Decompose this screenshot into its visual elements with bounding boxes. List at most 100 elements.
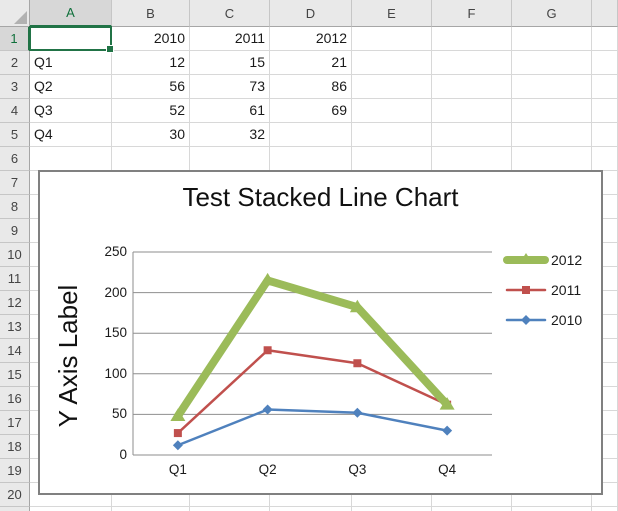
row-header-3[interactable]: 3 [0,75,30,99]
row-header-7[interactable]: 7 [0,171,30,195]
cell-F3[interactable] [432,75,512,99]
cell-D21[interactable] [270,507,352,511]
row-header-15[interactable]: 15 [0,363,30,387]
marker-2010-Q4[interactable] [442,425,453,436]
cell-H21[interactable] [592,507,618,511]
cell-E21[interactable] [352,507,432,511]
cell-C21[interactable] [190,507,270,511]
legend[interactable]: 2012 2011 2010 [503,248,582,332]
cell-H1[interactable] [592,27,618,51]
marker-2012-Q2[interactable] [260,272,276,286]
legend-entry-2012[interactable]: 2012 [503,248,582,272]
cell-C1[interactable]: 2011 [190,27,270,51]
select-all-corner[interactable] [0,0,30,27]
cell-G4[interactable] [512,99,592,123]
row-header-19[interactable]: 19 [0,459,30,483]
cell-D5[interactable] [270,123,352,147]
cell-C4[interactable]: 61 [190,99,270,123]
legend-entry-2010[interactable]: 2010 [503,308,582,332]
cell-A5[interactable]: Q4 [30,123,112,147]
cell-B6[interactable] [112,147,190,171]
cell-H2[interactable] [592,51,618,75]
cell-G3[interactable] [512,75,592,99]
y-tick-label-50[interactable]: 50 [111,406,127,422]
cell-D4[interactable]: 69 [270,99,352,123]
column-header-A[interactable]: A [30,0,112,27]
cell-A21[interactable] [30,507,112,511]
cell-D1[interactable]: 2012 [270,27,352,51]
marker-2011-Q1[interactable] [173,429,182,438]
x-tick-label-Q1[interactable]: Q1 [168,462,187,477]
cell-G21[interactable] [512,507,592,511]
y-tick-label-100[interactable]: 100 [104,365,127,381]
cell-E6[interactable] [352,147,432,171]
cell-E5[interactable] [352,123,432,147]
cell-C6[interactable] [190,147,270,171]
row-header-13[interactable]: 13 [0,315,30,339]
x-tick-label-Q3[interactable]: Q3 [348,462,367,477]
cell-F5[interactable] [432,123,512,147]
x-tick-label-Q4[interactable]: Q4 [438,462,457,477]
cell-A3[interactable]: Q2 [30,75,112,99]
cell-B3[interactable]: 56 [112,75,190,99]
y-tick-label-200[interactable]: 200 [104,284,127,300]
column-header-B[interactable]: B [112,0,190,27]
cell-E3[interactable] [352,75,432,99]
cell-G6[interactable] [512,147,592,171]
row-header-18[interactable]: 18 [0,435,30,459]
row-header-14[interactable]: 14 [0,339,30,363]
row-header-5[interactable]: 5 [0,123,30,147]
marker-2012-Q1[interactable] [170,408,186,422]
cell-F6[interactable] [432,147,512,171]
cell-G1[interactable] [512,27,592,51]
cell-D6[interactable] [270,147,352,171]
cell-A6[interactable] [30,147,112,171]
cell-B21[interactable] [112,507,190,511]
cell-H5[interactable] [592,123,618,147]
cell-C2[interactable]: 15 [190,51,270,75]
column-header-D[interactable]: D [270,0,352,27]
cell-B2[interactable]: 12 [112,51,190,75]
y-tick-label-250[interactable]: 250 [104,244,127,259]
cell-B1[interactable]: 2010 [112,27,190,51]
fill-handle[interactable] [106,45,114,53]
row-header-12[interactable]: 12 [0,291,30,315]
row-header-11[interactable]: 11 [0,267,30,291]
cell-C3[interactable]: 73 [190,75,270,99]
x-tick-label-Q2[interactable]: Q2 [258,462,277,477]
cell-G2[interactable] [512,51,592,75]
cell-H3[interactable] [592,75,618,99]
row-header-9[interactable]: 9 [0,219,30,243]
row-header-10[interactable]: 10 [0,243,30,267]
cell-A2[interactable]: Q1 [30,51,112,75]
chart-title[interactable]: Test Stacked Line Chart [182,182,459,212]
series-line-2011[interactable] [176,349,449,435]
cell-E4[interactable] [352,99,432,123]
cell-E2[interactable] [352,51,432,75]
y-tick-label-150[interactable]: 150 [104,325,127,341]
marker-2012-Q4[interactable] [439,397,455,410]
marker-2010-Q1[interactable] [172,440,183,451]
row-header-2[interactable]: 2 [0,51,30,75]
marker-2010-Q3[interactable] [352,407,363,418]
cell-H6[interactable] [592,147,618,171]
cell-F4[interactable] [432,99,512,123]
column-header-H[interactable] [592,0,618,27]
cell-F1[interactable] [432,27,512,51]
row-header-16[interactable]: 16 [0,387,30,411]
cell-D3[interactable]: 86 [270,75,352,99]
row-header-8[interactable]: 8 [0,195,30,219]
row-header-6[interactable]: 6 [0,147,30,171]
column-header-G[interactable]: G [512,0,592,27]
marker-2011-Q3[interactable] [353,359,362,368]
series-line-2010[interactable] [176,408,449,447]
row-header-20[interactable]: 20 [0,483,30,507]
row-header-4[interactable]: 4 [0,99,30,123]
column-header-F[interactable]: F [432,0,512,27]
legend-entry-2011[interactable]: 2011 [503,278,582,302]
series-line-2012[interactable] [173,276,452,421]
marker-2011-Q2[interactable] [263,346,272,355]
cell-B4[interactable]: 52 [112,99,190,123]
cell-C5[interactable]: 32 [190,123,270,147]
chart[interactable]: Test Stacked Line Chart Y Axis Label 0 50… [38,170,603,495]
